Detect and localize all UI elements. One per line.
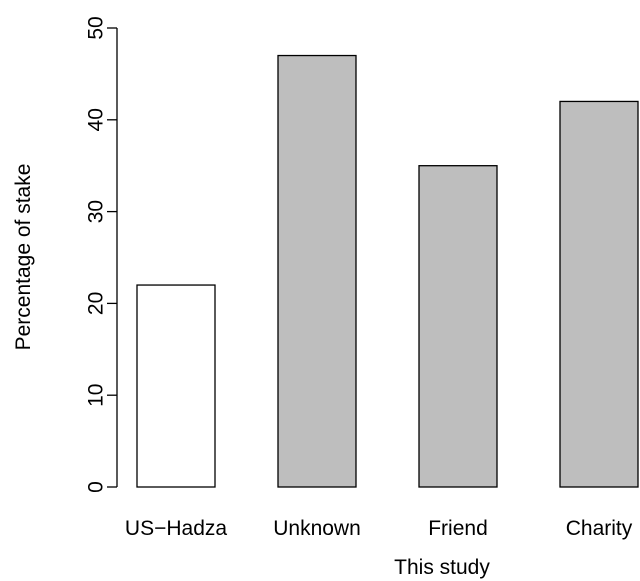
x-tick-label: Friend bbox=[428, 517, 488, 540]
x-tick-label: US−Hadza bbox=[125, 517, 227, 540]
y-axis-title: Percentage of stake bbox=[12, 164, 35, 351]
y-tick-label: 10 bbox=[84, 384, 107, 407]
y-tick-label: 0 bbox=[84, 481, 107, 493]
y-tick-label: 50 bbox=[84, 16, 107, 39]
x-axis-title: This study bbox=[394, 556, 490, 579]
y-tick-label: 20 bbox=[84, 292, 107, 315]
bar-us-hadza bbox=[136, 284, 216, 488]
x-tick-label: Charity bbox=[566, 517, 633, 540]
y-tick-label: 40 bbox=[84, 108, 107, 131]
y-tick-label: 30 bbox=[84, 200, 107, 223]
bar-friend bbox=[418, 165, 498, 488]
y-axis: 0 10 20 30 40 50 bbox=[84, 16, 118, 493]
bars-group bbox=[136, 54, 639, 488]
bar-unknown bbox=[277, 54, 357, 488]
x-tick-label: Unknown bbox=[273, 517, 361, 540]
x-tick-labels: US−Hadza Unknown Friend Charity bbox=[125, 517, 633, 540]
bar-charity bbox=[559, 100, 639, 488]
